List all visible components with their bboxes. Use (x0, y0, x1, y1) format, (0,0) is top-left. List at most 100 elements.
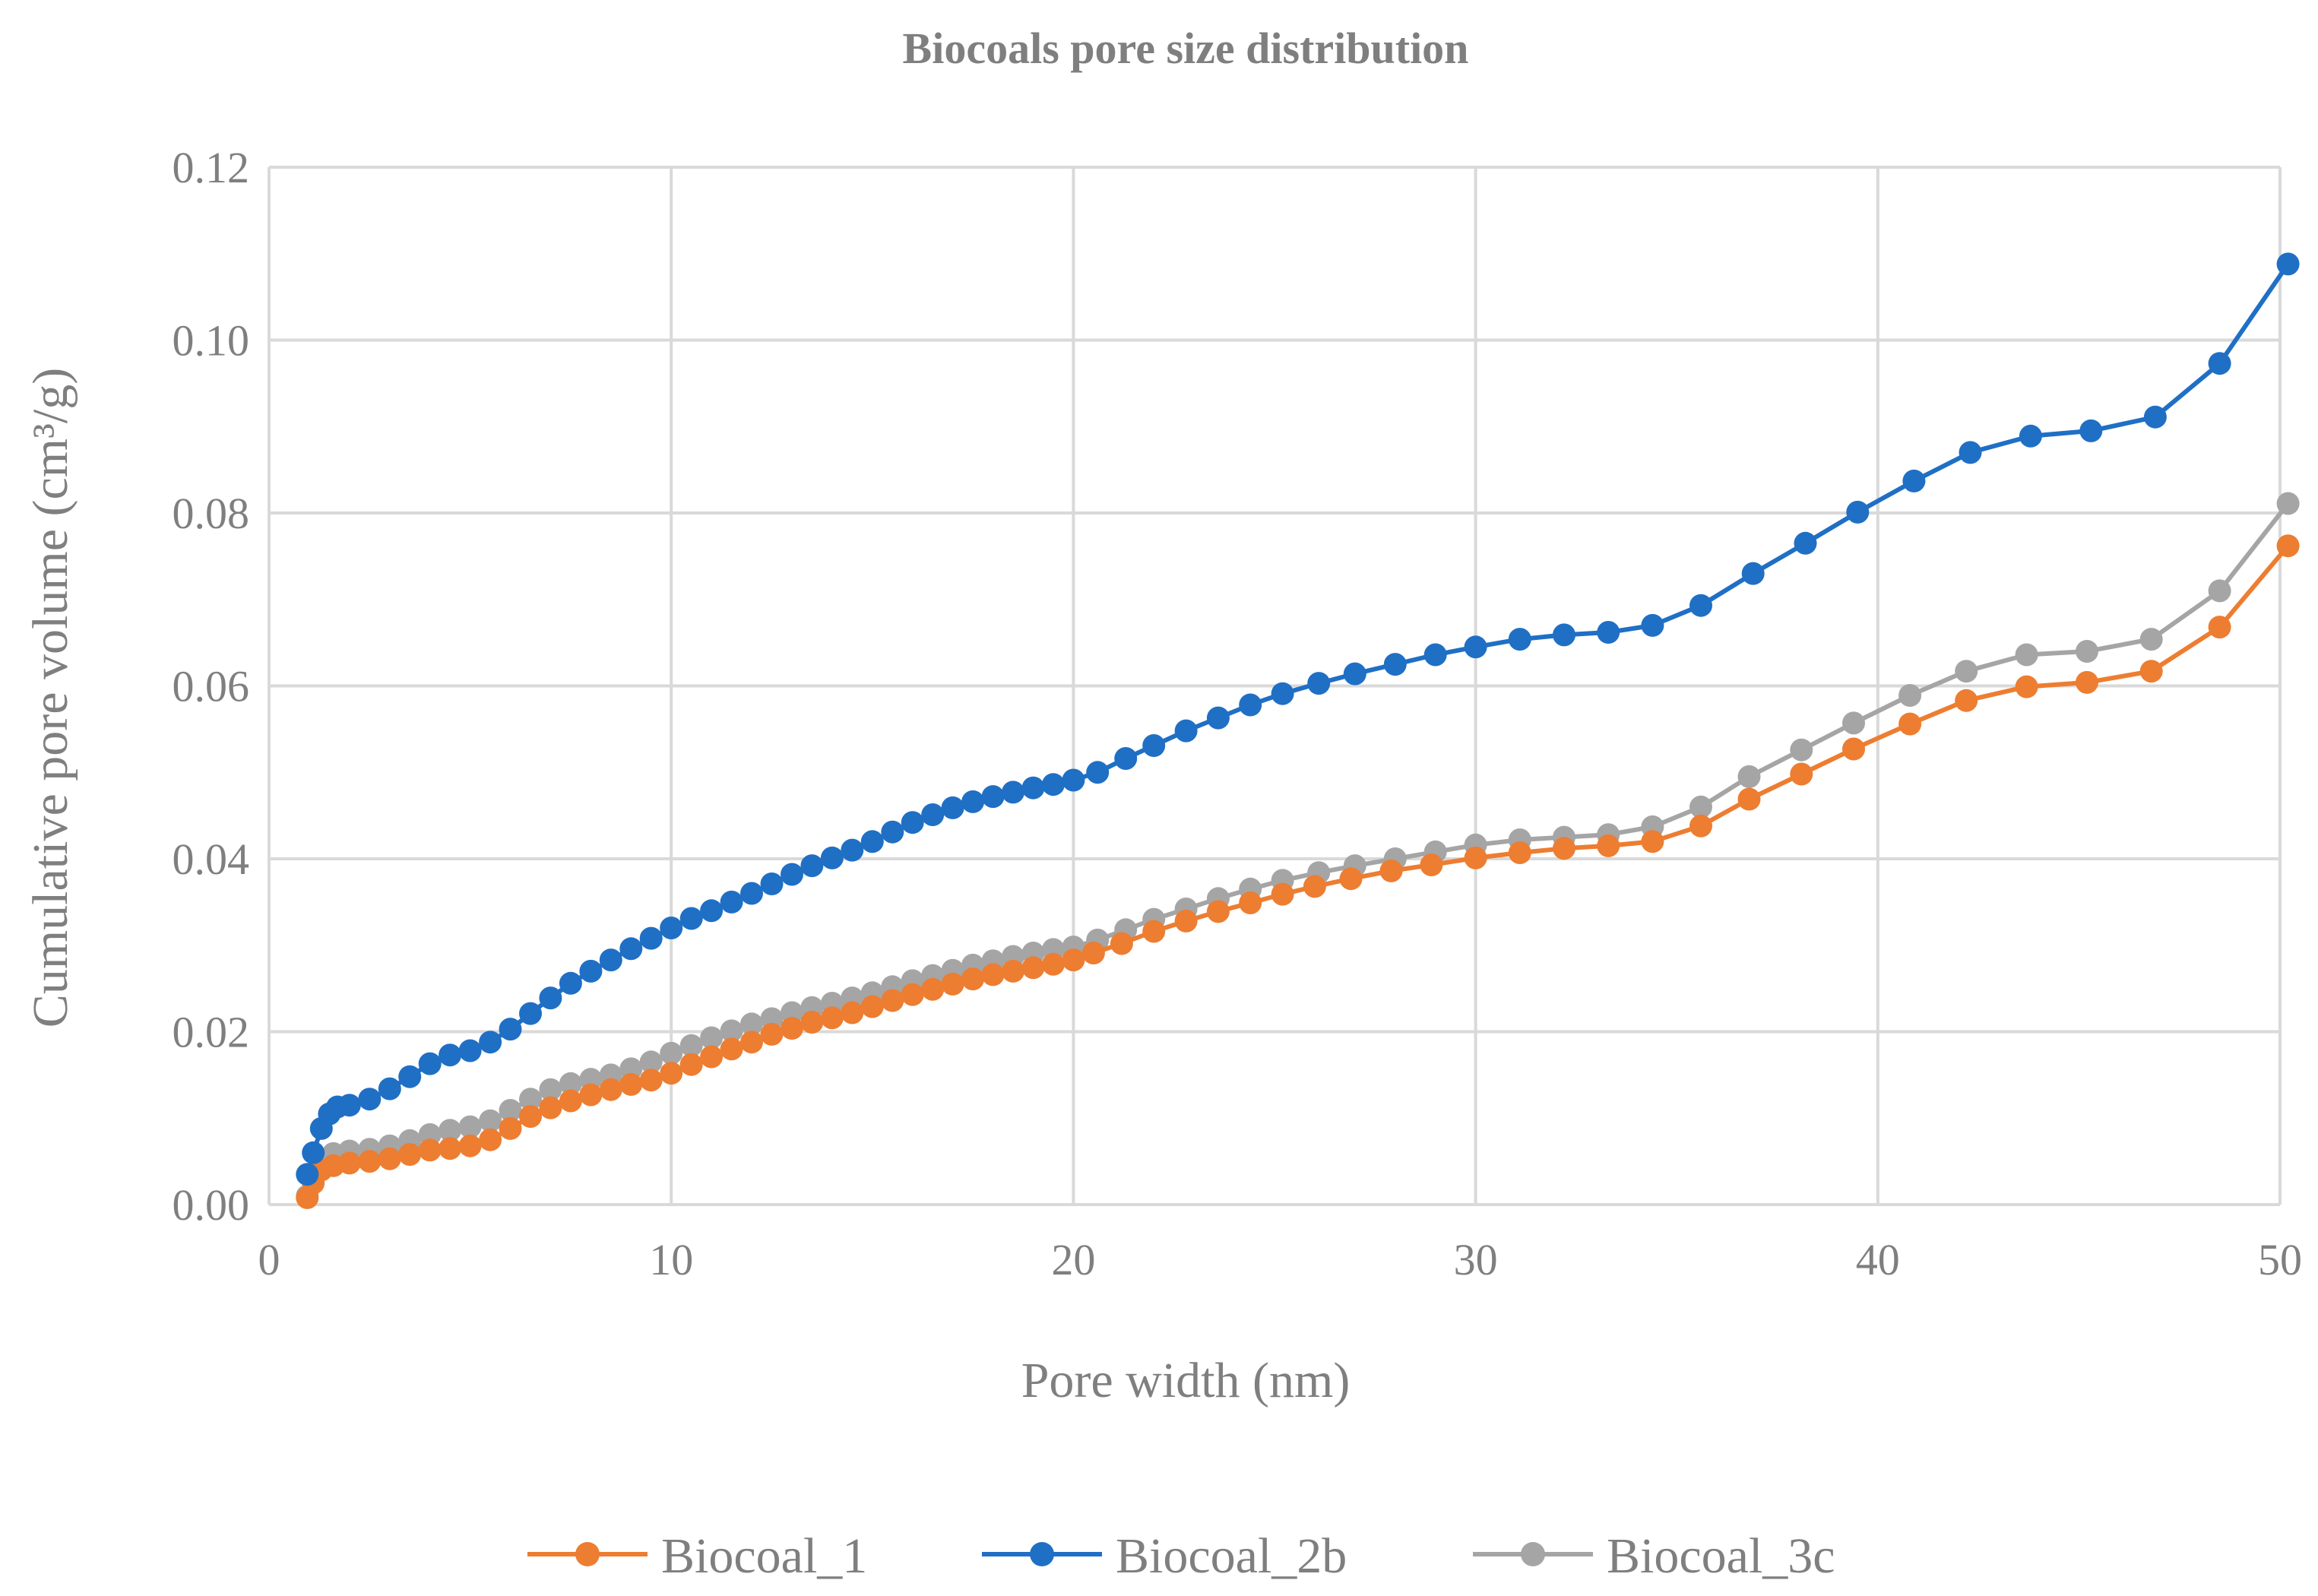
data-point-biocoal-2b (1142, 734, 1166, 757)
data-point-biocoal-2b (499, 1018, 522, 1041)
data-point-biocoal-3c (1842, 711, 1865, 735)
data-point-biocoal-1 (901, 983, 924, 1006)
data-point-biocoal-2b (2276, 252, 2300, 276)
data-point-biocoal-1 (1464, 846, 1487, 869)
data-point-biocoal-1 (479, 1128, 502, 1151)
data-point-biocoal-3c (2276, 492, 2300, 515)
data-point-biocoal-2b (1271, 682, 1294, 705)
data-point-biocoal-1 (820, 1006, 844, 1030)
data-point-biocoal-1 (1110, 932, 1133, 955)
data-point-biocoal-2b (1021, 776, 1045, 800)
y-tick-label: 0.02 (173, 1008, 250, 1057)
data-point-biocoal-2b (860, 830, 884, 853)
data-point-biocoal-2b (921, 803, 945, 826)
data-point-biocoal-1 (881, 989, 904, 1012)
legend-entry-biocoal-1: Biocoal_1 (527, 1528, 867, 1584)
data-point-biocoal-1 (1339, 867, 1363, 891)
data-point-biocoal-1 (2139, 660, 2163, 683)
data-point-biocoal-2b (358, 1088, 382, 1111)
data-point-biocoal-1 (1842, 737, 1865, 761)
data-point-biocoal-3c (679, 1034, 703, 1057)
data-point-biocoal-2b (901, 811, 924, 834)
data-point-biocoal-2b (720, 890, 743, 914)
x-axis-title: Pore width (nm) (1021, 1353, 1351, 1408)
x-tick-label: 40 (1856, 1235, 1900, 1284)
data-point-biocoal-2b (1307, 672, 1331, 695)
data-point-biocoal-1 (1041, 952, 1065, 976)
data-point-biocoal-2b (740, 882, 763, 905)
data-point-biocoal-3c (439, 1119, 462, 1142)
data-point-biocoal-2b (1239, 693, 1262, 717)
data-point-biocoal-2b (1002, 781, 1024, 804)
x-tick-label: 30 (1454, 1235, 1498, 1284)
data-point-biocoal-3c (660, 1041, 683, 1065)
data-point-biocoal-1 (499, 1116, 522, 1140)
data-point-biocoal-1 (579, 1083, 603, 1107)
data-point-biocoal-2b (1086, 761, 1110, 784)
data-point-biocoal-2b (599, 948, 622, 972)
data-point-biocoal-1 (1271, 882, 1294, 906)
x-tick-label: 20 (1051, 1235, 1095, 1284)
data-point-biocoal-2b (439, 1043, 462, 1067)
data-point-biocoal-2b (1464, 635, 1487, 659)
data-point-biocoal-2b (679, 907, 703, 930)
data-point-biocoal-2b (1846, 500, 1870, 524)
data-point-biocoal-2b (1383, 653, 1407, 676)
data-point-biocoal-2b (841, 838, 864, 862)
data-point-biocoal-1 (458, 1134, 482, 1157)
data-point-biocoal-2b (479, 1031, 502, 1054)
data-point-biocoal-2b (1641, 613, 1664, 637)
data-point-biocoal-2b (2019, 424, 2042, 448)
data-point-biocoal-1 (398, 1143, 422, 1166)
data-point-biocoal-1 (1508, 841, 1531, 864)
data-point-biocoal-1 (1689, 814, 1712, 838)
data-point-biocoal-3c (1737, 765, 1761, 788)
data-point-biocoal-2b (639, 926, 663, 950)
data-point-biocoal-1 (720, 1037, 743, 1061)
data-point-biocoal-3c (2076, 640, 2098, 663)
data-point-biocoal-1 (660, 1062, 683, 1085)
data-point-biocoal-1 (981, 963, 1005, 986)
data-point-biocoal-1 (1641, 830, 1664, 853)
legend-marker-biocoal-2b (1030, 1542, 1054, 1566)
data-point-biocoal-3c (760, 1007, 784, 1031)
data-point-biocoal-1 (639, 1069, 663, 1092)
data-point-biocoal-1 (1062, 948, 1085, 972)
data-point-biocoal-2b (2079, 419, 2103, 442)
data-point-biocoal-2b (619, 937, 643, 961)
data-point-biocoal-1 (1420, 853, 1443, 876)
data-point-biocoal-2b (1062, 768, 1085, 792)
data-point-biocoal-2b (1794, 531, 1817, 555)
data-point-biocoal-1 (2208, 616, 2231, 639)
data-point-biocoal-1 (781, 1017, 803, 1040)
data-point-biocoal-2b (1041, 773, 1065, 796)
series-biocoal-2b (296, 252, 2300, 1186)
data-point-biocoal-2b (519, 1002, 542, 1025)
tick-labels: 0.00 0.02 0.04 0.06 0.08 0.10 0.12 0 10 20 30 40 50 (173, 143, 2303, 1284)
data-point-biocoal-2b (820, 846, 844, 869)
data-point-biocoal-1 (2276, 534, 2300, 558)
data-point-biocoal-2b (2143, 405, 2167, 429)
legend: Biocoal_1 Biocoal_2b Biocoal_3c (527, 1528, 1835, 1584)
data-point-biocoal-1 (700, 1045, 724, 1069)
data-point-biocoal-2b (1508, 628, 1531, 651)
data-point-biocoal-3c (458, 1115, 482, 1138)
data-point-biocoal-1 (2076, 670, 2098, 694)
data-point-biocoal-1 (1239, 891, 1262, 914)
data-point-biocoal-1 (1379, 859, 1403, 882)
data-point-biocoal-2b (579, 959, 603, 983)
data-point-biocoal-2b (1741, 562, 1765, 585)
data-point-biocoal-3c (559, 1072, 582, 1095)
data-point-biocoal-2b (2208, 352, 2231, 375)
data-point-biocoal-1 (559, 1089, 582, 1113)
x-tick-label: 10 (649, 1235, 693, 1284)
legend-label-biocoal-2b: Biocoal_2b (1116, 1528, 1347, 1584)
data-point-biocoal-2b (961, 790, 985, 813)
data-point-biocoal-1 (1206, 900, 1230, 923)
data-point-biocoal-1 (1081, 942, 1105, 964)
data-point-biocoal-3c (1689, 795, 1712, 819)
data-point-biocoal-3c (2139, 628, 2163, 651)
data-point-biocoal-3c (519, 1088, 542, 1111)
